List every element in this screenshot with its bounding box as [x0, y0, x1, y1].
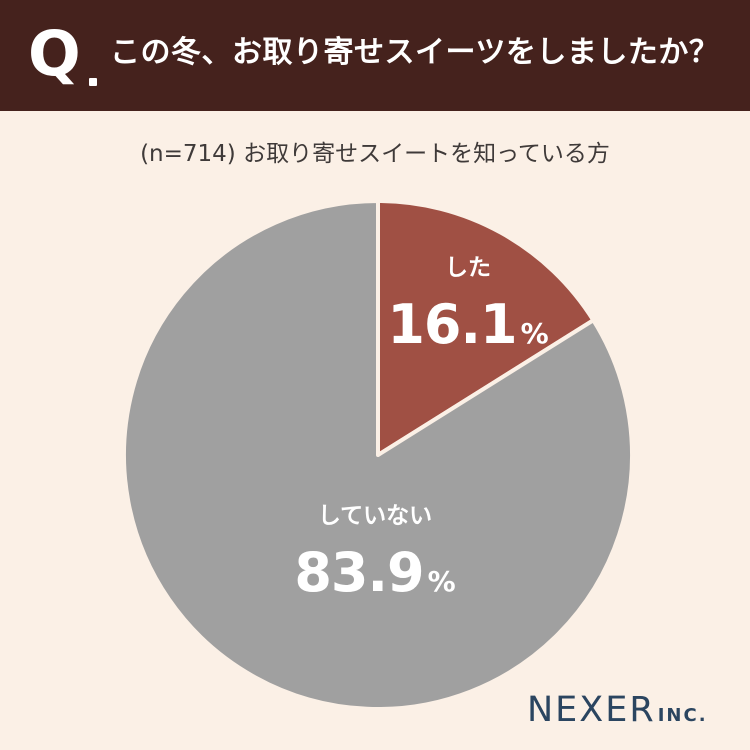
q-mark: Q — [28, 17, 81, 90]
slice-did-not — [122, 199, 634, 711]
slice-did-not-label: していない — [318, 503, 432, 529]
slice-did — [376, 199, 596, 457]
slice-did-not-value: 83.9% — [294, 541, 455, 604]
slice-did-number: 16.1 — [387, 293, 516, 356]
question-text: この冬、お取り寄せスイーツをしましたか？ — [110, 35, 720, 70]
q-dot — [89, 78, 97, 86]
slice-did-unit: % — [521, 317, 549, 350]
slice-did-label: した — [445, 255, 491, 281]
slice-did-not-number: 83.9 — [294, 541, 423, 604]
nexer-logo: NEXER INC. — [527, 690, 708, 730]
logo-sub-text: INC. — [657, 705, 708, 726]
logo-main-text: NEXER — [527, 690, 656, 730]
sample-subtitle: (n=714) お取り寄せスイートを知っている方 — [140, 141, 610, 167]
question-header: Q この冬、お取り寄せスイーツをしましたか？ — [0, 0, 750, 111]
slice-did-not-unit: % — [428, 565, 456, 598]
slice-did-value: 16.1% — [387, 293, 548, 356]
